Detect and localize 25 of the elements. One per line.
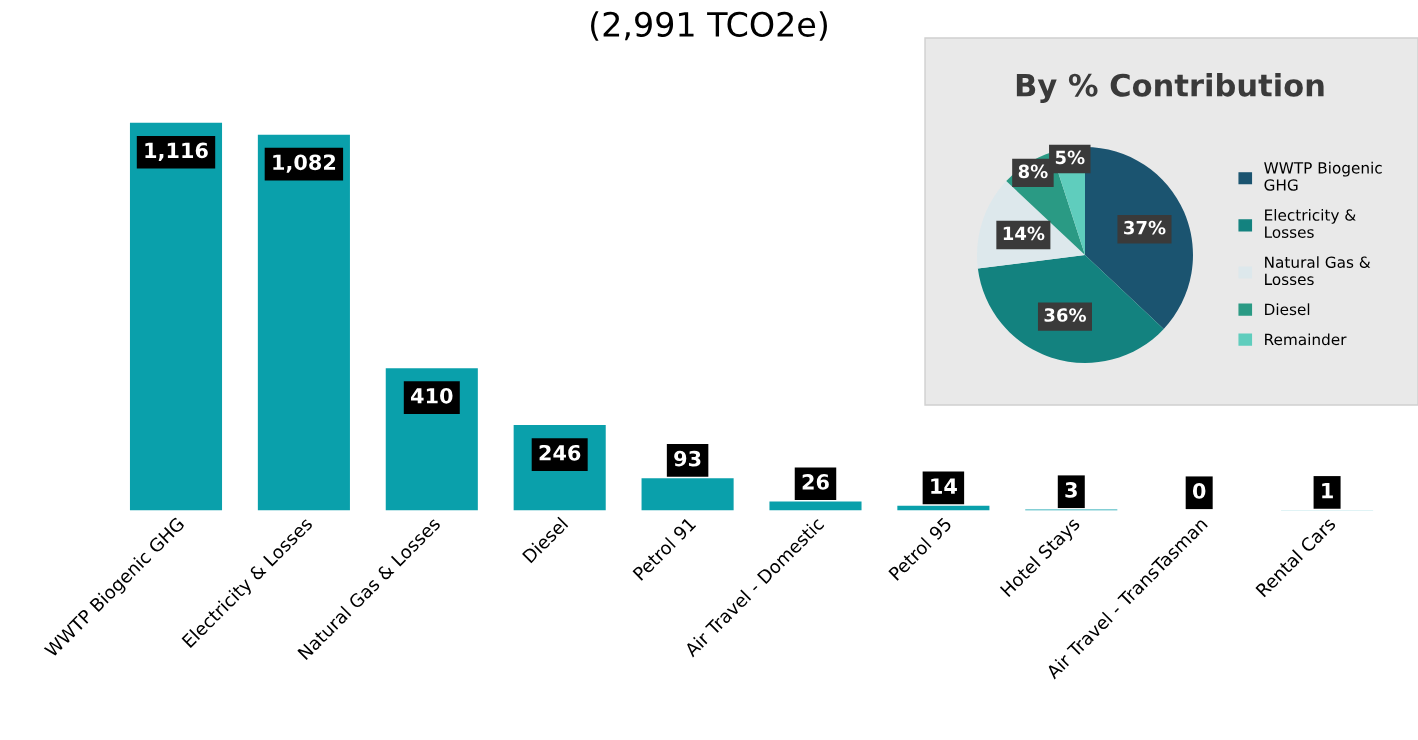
bar <box>129 122 223 511</box>
data-label: 14% <box>1003 226 1045 241</box>
data-label: 246 <box>539 444 581 461</box>
chart-title: By % Contribution <box>1016 73 1324 103</box>
data-label: 410 <box>410 387 453 404</box>
data-label: 26 <box>802 474 829 490</box>
bar <box>641 478 734 511</box>
data-label: 1,116 <box>145 142 208 161</box>
data-label: 36% <box>1044 308 1087 322</box>
legend-label: Natural Gas & Losses <box>1265 256 1371 286</box>
legend-label: Electricity & Losses <box>1265 208 1356 238</box>
chart-title: (2,991 TCO2e) <box>591 11 827 41</box>
data-label: 5% <box>1055 150 1085 165</box>
data-label: 1 <box>1322 482 1333 499</box>
bar <box>257 134 350 511</box>
data-label: 37% <box>1124 220 1166 235</box>
data-label: 0 <box>1192 483 1206 499</box>
legend-label: WWTP Biogenic GHG <box>1264 161 1382 191</box>
data-label: 3 <box>1065 482 1077 498</box>
legend-label: Remainder <box>1265 333 1347 346</box>
data-label: 1,082 <box>273 154 336 173</box>
data-label: 8% <box>1018 164 1048 179</box>
data-label: 14 <box>931 478 957 494</box>
data-label: 93 <box>674 450 701 467</box>
legend-label: Diesel <box>1265 303 1310 316</box>
